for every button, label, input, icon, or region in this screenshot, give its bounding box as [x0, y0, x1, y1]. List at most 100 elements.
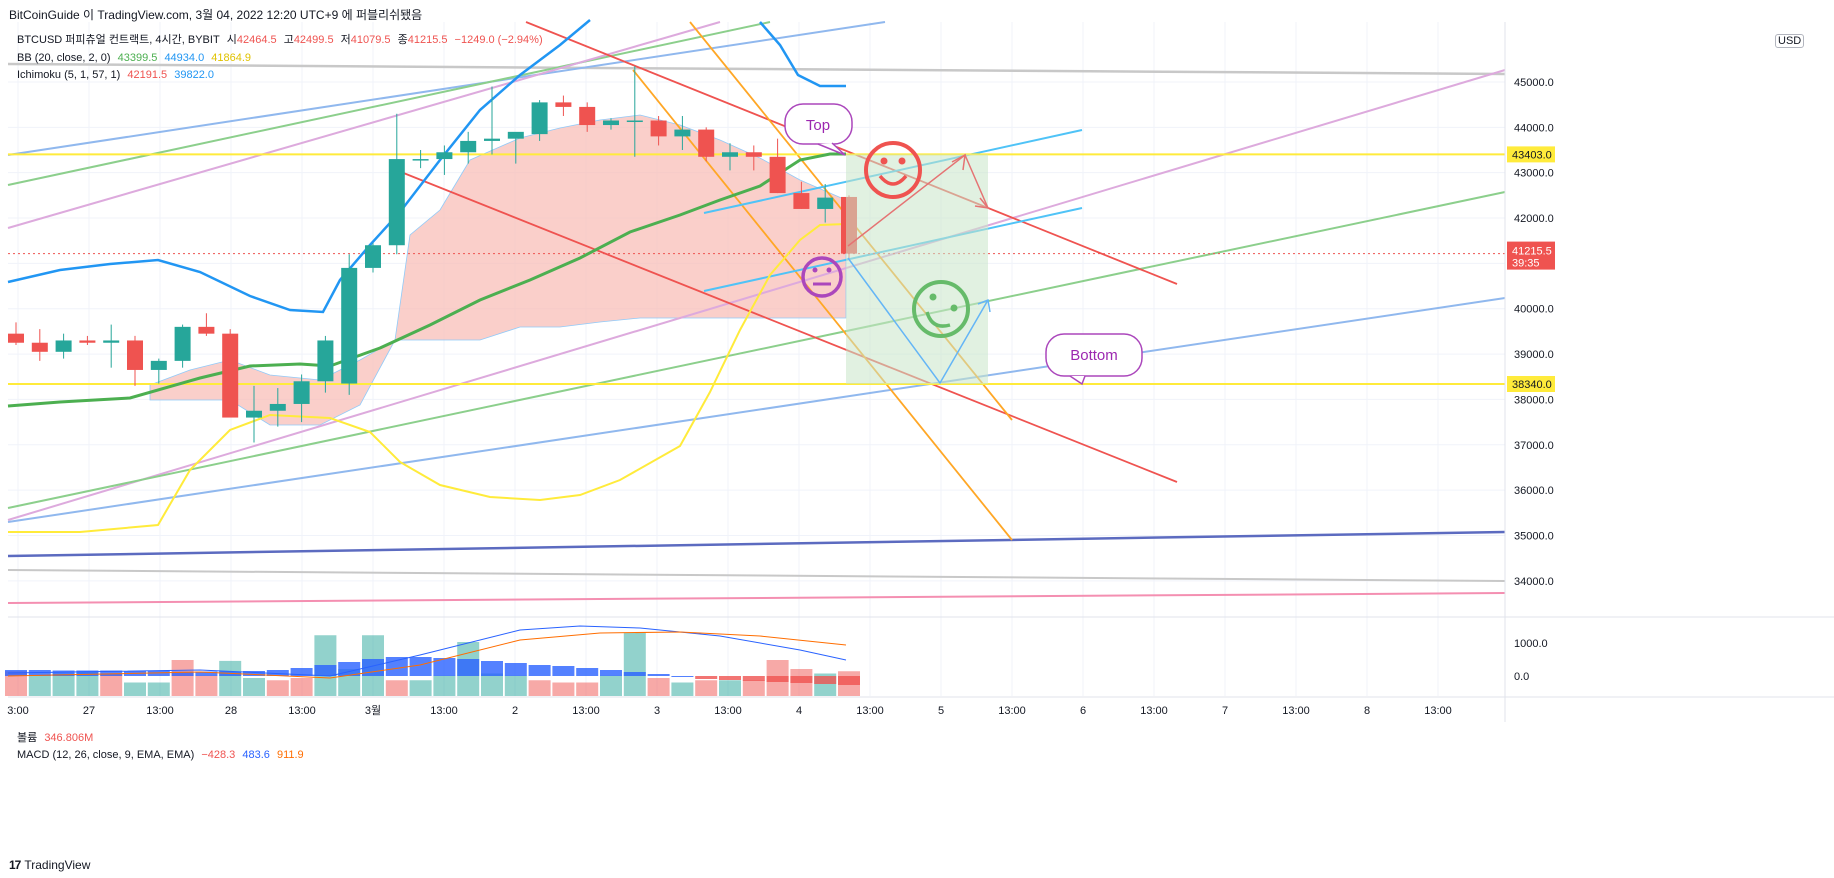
volume-bar	[124, 682, 146, 696]
y-tick-label: 39000.0	[1514, 349, 1554, 361]
top-callout-label: Top	[806, 117, 830, 134]
volume-bar	[171, 660, 194, 696]
bottom-callout-label: Bottom	[1070, 347, 1118, 364]
x-tick-label: 3월	[365, 704, 381, 717]
macd-hist-bar	[576, 668, 599, 676]
arrow-head-right	[974, 197, 990, 210]
tilted-smile-mouth	[925, 311, 951, 328]
candle-body	[31, 342, 48, 352]
candle-body	[507, 131, 524, 139]
y-tick-label: 35000.0	[1514, 530, 1554, 542]
x-tick-label: 27	[83, 705, 95, 717]
publish-watermark: BitCoinGuide 이 TradingView.com, 3월 04, 2…	[9, 8, 423, 22]
symbol-label: BTCUSD 퍼피츄얼 컨트랙트, 4시간, BYBIT	[17, 34, 220, 46]
candle-body	[79, 340, 96, 343]
candle-body	[817, 197, 834, 209]
trendline-purple-long	[7, 69, 1506, 521]
candle-body	[555, 102, 572, 107]
open-value: 42464.5	[236, 34, 277, 46]
bb-upper-line-right	[759, 21, 846, 88]
ohlc-legend: BTCUSD 퍼피츄얼 컨트랙트, 4시간, BYBIT 시42464.5 고4…	[17, 33, 547, 47]
bb-basis-value: 43399.5	[117, 52, 158, 64]
footer: 17 TradingView	[9, 858, 90, 872]
macd-hist-bar	[647, 674, 670, 676]
neutral-face-icon	[801, 256, 843, 298]
currency-button[interactable]: USD	[1775, 34, 1805, 48]
trendline-pink-low	[7, 592, 1506, 604]
high-value: 42499.5	[293, 34, 334, 46]
macd-hist-bar	[623, 672, 646, 676]
x-tick-label: 8	[1364, 705, 1370, 717]
candle-body	[269, 403, 286, 411]
volume-bar	[481, 673, 503, 696]
macd-hist-bar	[314, 665, 337, 676]
low-value: 41079.5	[350, 34, 391, 46]
trendline-red-1	[525, 21, 1178, 285]
candle-body	[793, 193, 810, 209]
macd-hist-bar	[385, 657, 408, 676]
x-tick-label: 13:00	[1424, 705, 1452, 717]
macd-hist-bar	[195, 671, 218, 676]
x-tick-label: 3	[654, 705, 660, 717]
x-tick-label: 3:00	[7, 705, 28, 717]
candle-body	[293, 381, 310, 404]
macd-hist-bar	[409, 657, 432, 676]
candle-body	[769, 156, 786, 194]
candle-body	[412, 159, 429, 161]
candle-body	[222, 333, 239, 418]
candle-body	[722, 152, 738, 157]
ichimoku-b-value: 39822.0	[174, 69, 214, 81]
x-tick-label: 13:00	[572, 705, 600, 717]
volume-bar	[600, 675, 622, 696]
macd-axis-label: 1000.0	[1514, 638, 1548, 650]
volume-value: 346.806M	[44, 732, 94, 744]
trendline-red-2	[395, 169, 1178, 483]
candle-body	[531, 102, 548, 135]
y-tick-label: 38000.0	[1514, 394, 1554, 406]
tilted-smile-eye	[929, 293, 937, 301]
volume-bar	[719, 680, 741, 696]
candle-body	[650, 120, 667, 137]
trendline-purple-top	[7, 21, 721, 229]
y-tick-label: 43000.0	[1514, 168, 1554, 180]
macd-hist-bar	[600, 670, 622, 676]
volume-bar	[5, 671, 27, 696]
happy-face-eye	[898, 157, 906, 165]
candle-body	[460, 140, 477, 153]
volume-macd-pane	[5, 625, 860, 696]
x-tick-label: 6	[1080, 705, 1086, 717]
tilted-smile-eye	[950, 304, 958, 312]
trendline-gray-top	[7, 62, 1506, 76]
x-tick-label: 7	[1222, 705, 1228, 717]
open-label: 시	[226, 34, 237, 46]
volume-bar	[552, 682, 575, 696]
volume-bar	[695, 680, 718, 696]
last-price-tag-bg	[1507, 241, 1555, 270]
ichimoku-a-value: 42191.5	[127, 69, 168, 81]
candle-body	[150, 360, 167, 370]
bb-legend: BB (20, close, 2, 0) 43399.5 44934.0 418…	[17, 51, 255, 65]
macd-line-value: 483.6	[242, 749, 270, 761]
bottom-callout-bubble	[1045, 333, 1143, 377]
macd-hist-bar	[838, 676, 860, 685]
trendline-green-long	[7, 191, 1506, 509]
x-tick-label: 28	[225, 705, 237, 717]
ichimoku-cloud	[149, 114, 847, 426]
macd-label: MACD (12, 26, close, 9, EMA, EMA)	[17, 749, 195, 761]
y-tick-label: 42000.0	[1514, 213, 1554, 225]
x-tick-label: 13:00	[856, 705, 884, 717]
ichimoku-legend: Ichimoku (5, 1, 57, 1) 42191.5 39822.0	[17, 68, 218, 82]
cloud-area	[149, 114, 847, 426]
candle-body	[174, 326, 191, 361]
axes: 34000.0 35000.0 36000.0 37000.0 38000.0 39000…	[7, 22, 1834, 722]
countdown-tag: 39:35	[1512, 258, 1540, 270]
y-tick-label: 40000.0	[1514, 304, 1554, 316]
trendline-green-top	[7, 21, 771, 186]
trendline-navy	[7, 530, 1506, 558]
arrow-head-up	[951, 153, 966, 171]
x-tick-label: 2	[512, 705, 518, 717]
macd-hist-bar	[243, 671, 265, 676]
macd-hist-bar	[790, 676, 813, 683]
bb-basis-line	[7, 152, 846, 408]
